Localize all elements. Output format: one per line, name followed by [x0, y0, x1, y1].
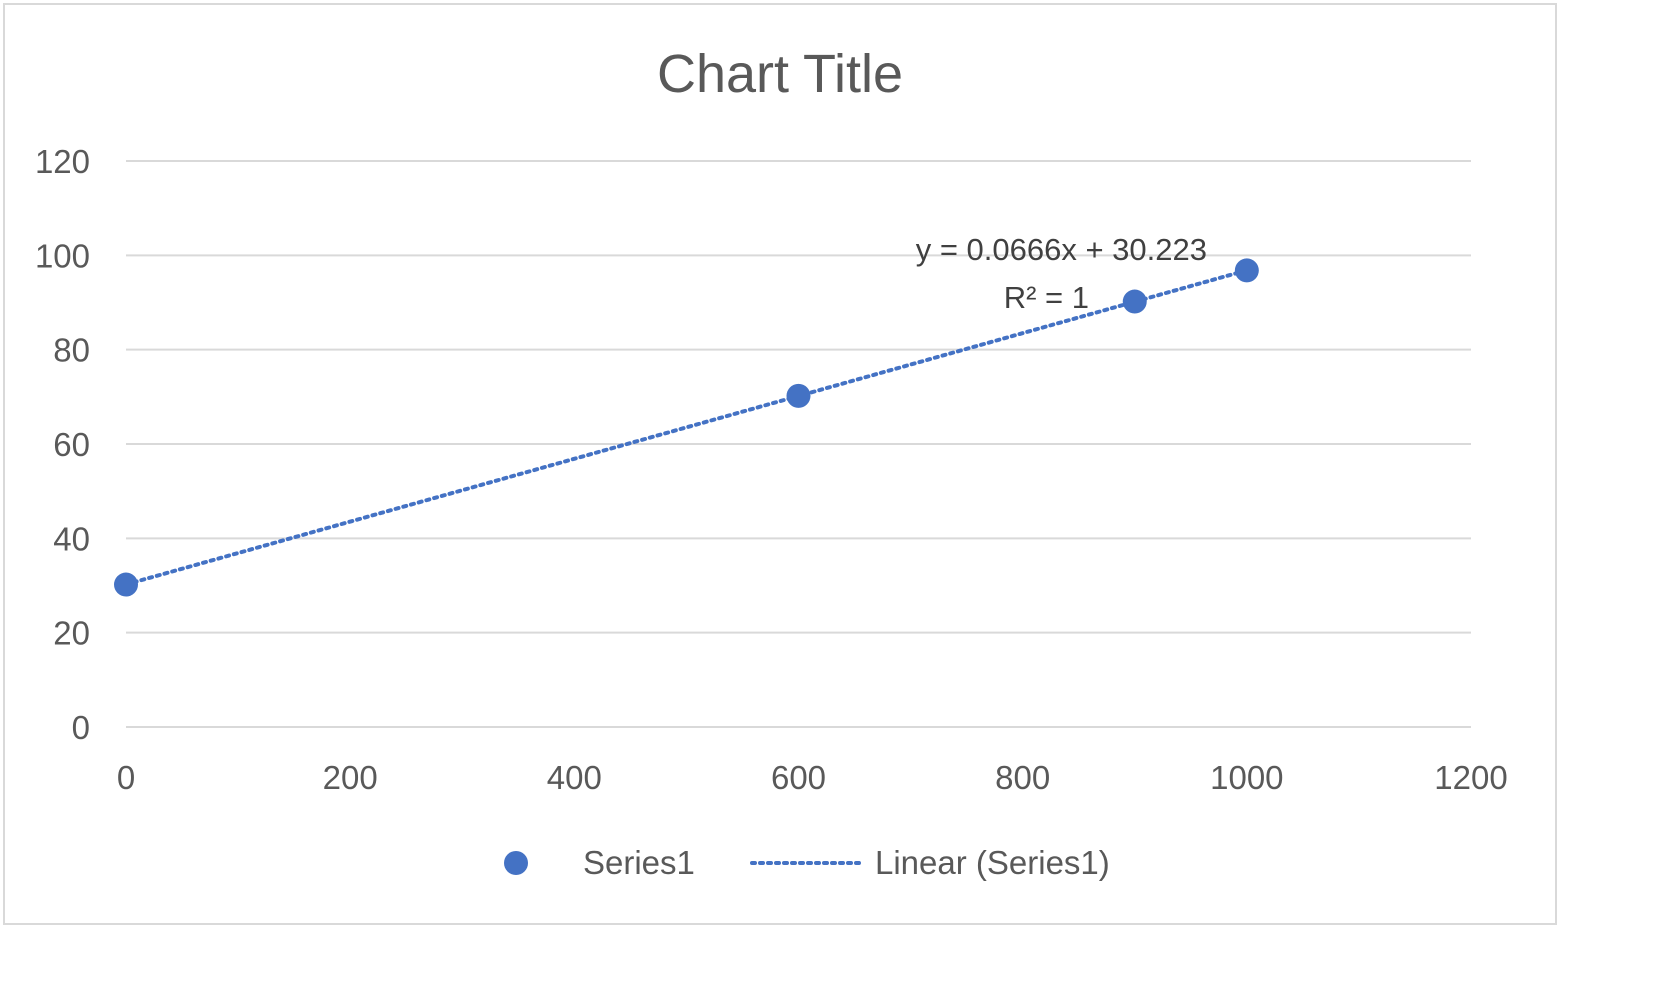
chart-title: Chart Title [657, 44, 903, 104]
x-tick-label: 1200 [1434, 759, 1507, 796]
series-points [114, 258, 1259, 597]
trendline-linear-series1 [124, 268, 1249, 587]
gridlines [126, 160, 1471, 728]
x-tick-label: 0 [117, 759, 135, 796]
x-tick-label: 600 [771, 759, 826, 796]
data-point [114, 572, 138, 597]
y-tick-label: 20 [53, 615, 90, 652]
x-tick-label: 1000 [1210, 759, 1283, 796]
y-tick-label: 100 [35, 237, 90, 274]
legend-marker-series1 [504, 851, 528, 875]
chart-frame [3, 3, 1557, 925]
legend-label-trendline: Linear (Series1) [875, 844, 1110, 881]
legend-label-series1: Series1 [583, 844, 695, 881]
y-tick-label: 60 [53, 426, 90, 463]
trendline-equation: y = 0.0666x + 30.223 [916, 232, 1207, 267]
x-axis-ticks: 0 200 400 600 800 1000 1200 [117, 759, 1508, 796]
data-point [786, 383, 811, 408]
x-tick-label: 400 [547, 759, 602, 796]
y-axis-ticks: 0 20 40 60 80 100 120 [35, 143, 90, 746]
y-tick-label: 40 [53, 520, 90, 557]
x-tick-label: 200 [323, 759, 378, 796]
data-point [1234, 258, 1259, 283]
x-tick-label: 800 [995, 759, 1050, 796]
y-tick-label: 80 [53, 332, 90, 369]
y-tick-label: 120 [35, 143, 90, 180]
data-point [1122, 289, 1147, 314]
trendline [124, 268, 1249, 587]
trendline-r-squared: R² = 1 [1004, 280, 1089, 315]
legend: Series1 Linear (Series1) [504, 844, 1110, 881]
y-tick-label: 0 [72, 709, 90, 746]
